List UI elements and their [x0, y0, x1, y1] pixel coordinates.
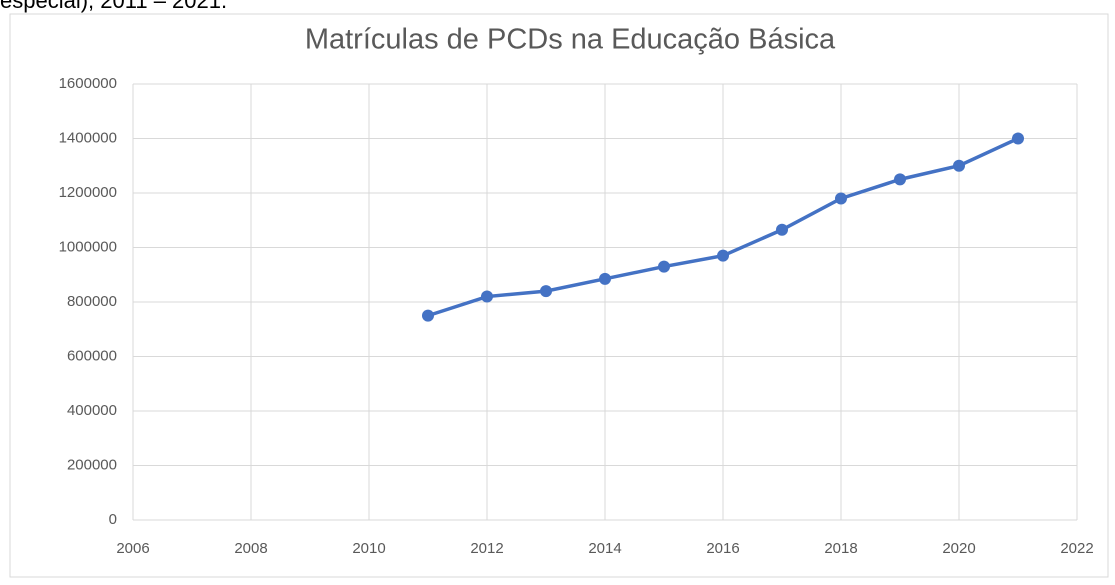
- chart-title: Matrículas de PCDs na Educação Básica: [305, 24, 836, 56]
- x-tick-label: 2016: [706, 540, 739, 557]
- y-tick-label: 1600000: [59, 75, 117, 92]
- data-point: [1012, 132, 1024, 145]
- data-point: [540, 285, 552, 298]
- x-tick-label: 2022: [1060, 540, 1093, 557]
- x-tick-label: 2020: [942, 540, 975, 557]
- data-point: [481, 290, 493, 303]
- x-tick-label: 2018: [824, 540, 857, 557]
- data-point: [776, 223, 788, 236]
- y-tick-label: 600000: [67, 347, 117, 364]
- data-point: [658, 260, 670, 273]
- x-tick-label: 2006: [116, 540, 149, 557]
- data-point: [894, 173, 906, 186]
- data-point: [599, 272, 611, 285]
- y-tick-label: 200000: [67, 456, 117, 473]
- x-tick-label: 2014: [588, 540, 621, 557]
- y-tick-label: 1000000: [59, 238, 117, 255]
- data-point: [422, 309, 434, 322]
- y-tick-label: 0: [109, 511, 117, 528]
- chart-frame: [9, 13, 1109, 578]
- x-tick-label: 2010: [352, 540, 385, 557]
- y-tick-label: 800000: [67, 293, 117, 310]
- data-point: [835, 192, 847, 205]
- y-tick-label: 1400000: [59, 129, 117, 146]
- data-point: [953, 159, 965, 172]
- caption: especial), 2011 – 2021.: [0, 0, 227, 13]
- y-tick-label: 400000: [67, 402, 117, 419]
- x-tick-label: 2008: [234, 540, 267, 557]
- y-tick-label: 1200000: [59, 184, 117, 201]
- data-point: [717, 249, 729, 262]
- x-tick-label: 2012: [470, 540, 503, 557]
